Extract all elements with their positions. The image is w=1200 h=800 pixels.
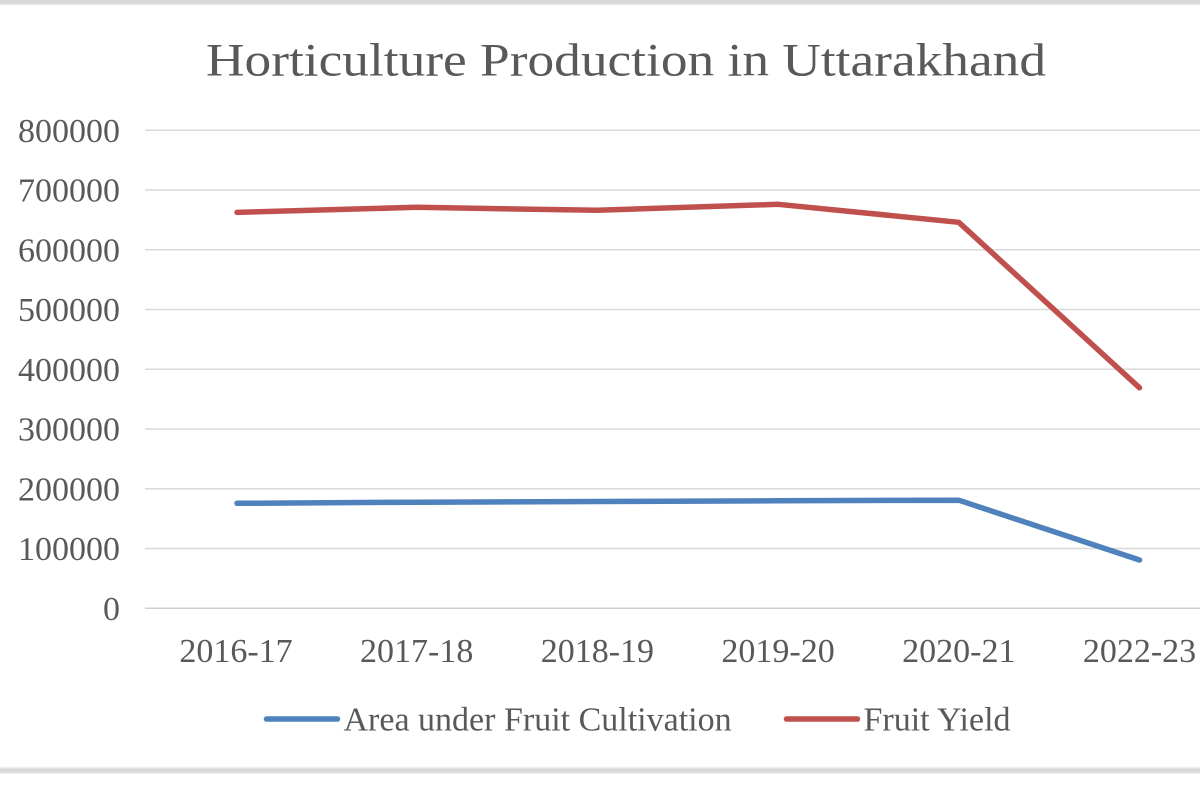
svg-text:500000: 500000	[18, 292, 120, 329]
svg-text:2022-23: 2022-23	[1083, 633, 1196, 670]
svg-text:2016-17: 2016-17	[179, 633, 292, 670]
svg-text:400000: 400000	[18, 352, 120, 389]
svg-text:Horticulture Production in Utt: Horticulture Production in Uttarakhand	[206, 35, 1046, 87]
svg-text:Area under Fruit Cultivation: Area under Fruit Cultivation	[344, 702, 732, 739]
svg-text:100000: 100000	[18, 531, 120, 568]
svg-text:2018-19: 2018-19	[541, 633, 654, 670]
svg-text:600000: 600000	[18, 232, 120, 269]
svg-text:200000: 200000	[18, 471, 120, 508]
svg-text:700000: 700000	[18, 173, 120, 210]
svg-text:0: 0	[103, 591, 120, 628]
svg-text:Fruit Yield: Fruit Yield	[864, 702, 1011, 739]
svg-text:2019-20: 2019-20	[721, 633, 834, 670]
svg-text:800000: 800000	[18, 113, 120, 150]
svg-text:2020-21: 2020-21	[902, 633, 1015, 670]
svg-text:2017-18: 2017-18	[360, 633, 473, 670]
svg-text:300000: 300000	[18, 412, 120, 449]
